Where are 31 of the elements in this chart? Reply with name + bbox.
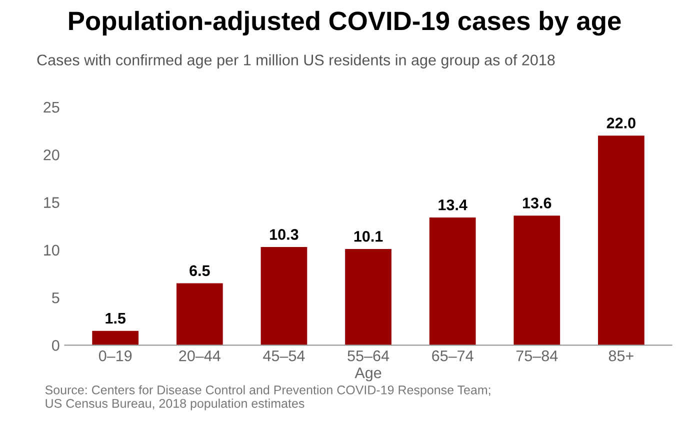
x-tick-label: 75–84 (516, 350, 558, 362)
bar (514, 216, 560, 346)
y-tick-label: 10 (44, 244, 60, 256)
data-label: 22.0 (606, 118, 636, 128)
y-tick-label: 20 (44, 150, 60, 160)
chart-title: Population-adjusted COVID-19 cases by age (69, 10, 621, 36)
data-label: 13.4 (438, 200, 468, 210)
x-tick-label: 0–19 (98, 350, 132, 362)
bar (260, 247, 308, 346)
bar (598, 136, 644, 346)
bar (429, 218, 476, 346)
y-tick-label: 0 (52, 340, 60, 351)
chart-subtitle: Cases with confirmed age per 1 million US residents in age group as of 2018 (37, 54, 555, 68)
y-tick-label: 15 (44, 197, 60, 208)
x-tick-label: 45–54 (263, 350, 305, 362)
bar (92, 330, 139, 346)
source-note: Source: Centers for Disease Control and Prevention COVID-19 Response Team; US Census Bureau, 2018 population estimates (45, 385, 490, 410)
x-axis-title: Age (354, 368, 382, 382)
bar (176, 283, 223, 346)
data-label: 13.6 (522, 198, 552, 208)
y-tick-label: 5 (52, 292, 60, 304)
data-label: 6.5 (190, 265, 210, 276)
data-label: 10.3 (270, 229, 298, 240)
data-label: 1.5 (106, 313, 126, 324)
x-tick-label: 85+ (608, 350, 634, 362)
data-label: 10.1 (354, 230, 383, 242)
y-tick-label: 25 (44, 102, 60, 113)
x-tick-label: 55–64 (348, 350, 390, 362)
x-tick-label: 65–74 (432, 350, 474, 362)
x-tick-label: 20–44 (179, 350, 220, 362)
bar (345, 248, 392, 346)
